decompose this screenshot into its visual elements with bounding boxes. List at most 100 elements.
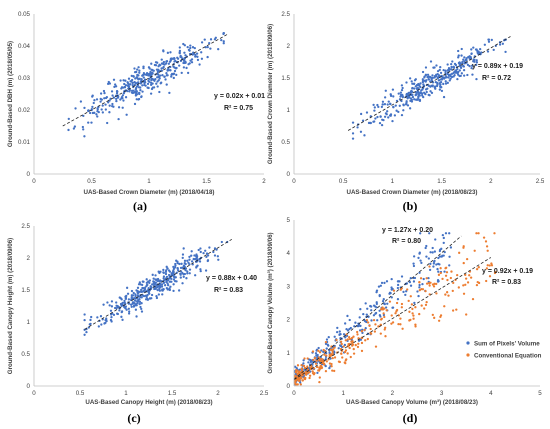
data-point bbox=[134, 308, 138, 311]
data-point bbox=[333, 369, 336, 373]
data-point bbox=[411, 312, 414, 315]
panel-d-equation-2: y = 0.92x + 0.19 bbox=[482, 268, 533, 275]
data-point bbox=[309, 366, 312, 369]
data-point bbox=[387, 116, 390, 119]
data-point bbox=[182, 42, 185, 46]
data-point bbox=[322, 348, 325, 352]
data-point bbox=[432, 262, 435, 265]
data-point bbox=[104, 96, 108, 100]
data-point bbox=[302, 364, 306, 368]
data-point bbox=[468, 274, 471, 277]
data-point bbox=[113, 85, 116, 89]
data-point bbox=[125, 308, 128, 311]
data-point bbox=[222, 40, 225, 43]
data-point bbox=[163, 284, 167, 287]
panel-b-y-ticks: 0 0.5 1 1.5 2 2.5 bbox=[281, 11, 290, 178]
data-point bbox=[412, 314, 415, 317]
data-point bbox=[333, 346, 336, 349]
data-point bbox=[414, 98, 418, 101]
data-point bbox=[193, 254, 196, 257]
data-point bbox=[415, 93, 418, 96]
y-tick-label: 2 bbox=[287, 317, 291, 324]
data-point bbox=[438, 88, 442, 91]
data-point bbox=[400, 99, 403, 103]
data-point bbox=[146, 298, 150, 301]
data-point bbox=[320, 365, 323, 368]
data-point bbox=[410, 303, 414, 306]
data-point bbox=[124, 96, 128, 99]
data-point bbox=[145, 71, 149, 75]
y-tick-label: 0 bbox=[287, 171, 291, 178]
data-point bbox=[453, 74, 456, 77]
y-tick-label: 0 bbox=[287, 383, 291, 390]
data-point bbox=[381, 103, 384, 106]
data-point bbox=[399, 91, 403, 94]
data-point bbox=[356, 126, 359, 129]
data-point bbox=[409, 284, 413, 287]
data-point bbox=[150, 87, 154, 91]
data-point bbox=[345, 328, 348, 331]
data-point bbox=[367, 121, 371, 125]
data-point bbox=[174, 262, 177, 266]
data-point bbox=[472, 58, 475, 61]
data-point bbox=[173, 69, 177, 73]
data-point bbox=[120, 302, 124, 305]
data-point bbox=[117, 305, 120, 309]
data-point bbox=[107, 80, 110, 84]
data-point bbox=[121, 106, 124, 109]
data-point bbox=[131, 84, 134, 87]
data-point bbox=[432, 285, 436, 288]
data-point bbox=[400, 306, 403, 309]
data-point bbox=[294, 365, 297, 368]
data-point bbox=[119, 297, 122, 300]
data-point bbox=[148, 279, 152, 282]
data-point bbox=[187, 261, 190, 264]
data-point bbox=[183, 51, 186, 54]
data-point bbox=[101, 111, 104, 114]
data-point bbox=[212, 250, 215, 254]
data-point bbox=[313, 372, 316, 375]
data-point bbox=[171, 270, 175, 273]
data-point bbox=[152, 78, 155, 81]
data-point bbox=[115, 90, 119, 93]
data-point bbox=[294, 370, 298, 374]
data-point bbox=[134, 304, 137, 307]
data-point bbox=[167, 273, 171, 277]
data-point bbox=[146, 82, 150, 85]
data-point bbox=[206, 46, 209, 49]
data-point bbox=[127, 82, 130, 85]
panel-a-r2: R² = 0.75 bbox=[224, 105, 253, 112]
data-point bbox=[127, 298, 131, 301]
data-point bbox=[315, 359, 318, 362]
data-point bbox=[480, 51, 483, 54]
data-point bbox=[169, 69, 172, 72]
data-point bbox=[342, 345, 345, 348]
data-point bbox=[67, 117, 70, 121]
y-tick-label: 2 bbox=[27, 255, 31, 262]
data-point bbox=[333, 356, 337, 359]
panel-b-x-ticks: 0 0.5 1 1.5 2 2.5 bbox=[292, 178, 545, 185]
data-point bbox=[410, 100, 414, 103]
panel-a-trendline bbox=[62, 34, 228, 127]
data-point bbox=[442, 241, 445, 245]
data-point bbox=[448, 264, 451, 267]
data-point bbox=[408, 77, 412, 80]
data-point bbox=[415, 83, 419, 87]
data-point bbox=[386, 302, 389, 305]
data-point bbox=[387, 100, 390, 103]
data-point bbox=[435, 64, 438, 67]
data-point bbox=[175, 259, 178, 262]
data-point bbox=[74, 107, 77, 110]
data-point bbox=[128, 90, 131, 93]
data-point bbox=[156, 280, 159, 283]
data-point bbox=[397, 322, 400, 326]
data-point bbox=[103, 322, 106, 325]
data-point bbox=[89, 111, 92, 115]
data-point bbox=[432, 265, 435, 268]
data-point bbox=[400, 84, 404, 87]
y-tick-label: 0.01 bbox=[18, 139, 31, 146]
data-point bbox=[439, 267, 442, 270]
data-point bbox=[140, 296, 143, 299]
data-point bbox=[318, 366, 321, 369]
panel-b-r2: R² = 0.72 bbox=[482, 75, 511, 82]
